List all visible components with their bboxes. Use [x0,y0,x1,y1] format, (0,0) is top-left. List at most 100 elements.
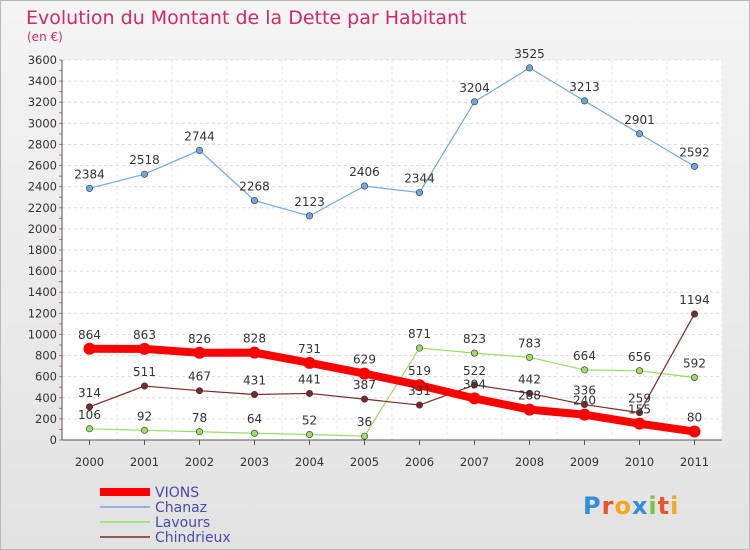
data-label-chindrieux: 259 [628,392,651,406]
data-point-chindrieux [580,401,588,409]
data-label-chindrieux: 314 [78,386,101,400]
data-label-vions: 394 [463,377,486,391]
x-tick-label: 2008 [515,455,544,469]
data-point-lavours [525,353,533,361]
data-point-chindrieux [141,382,149,390]
data-point-chindrieux [251,391,259,399]
data-point-lavours [415,344,423,352]
data-point-vions [303,356,316,369]
data-label-lavours: 664 [573,349,596,363]
data-label-chanaz: 2123 [294,195,325,209]
data-point-chindrieux [635,409,643,417]
data-label-lavours: 92 [137,409,152,423]
data-point-vions [83,342,96,355]
data-point-chanaz [305,212,313,220]
data-label-vions: 731 [298,342,321,356]
series-line-lavours [88,347,696,437]
proxiti-logo: Proxiti [583,492,678,520]
data-point-chindrieux [525,389,533,397]
y-tick-label: 2000 [28,222,57,236]
data-point-chanaz [690,162,698,170]
x-tick-label: 2003 [240,455,269,469]
data-label-chindrieux: 431 [243,374,266,388]
y-tick-label: 1800 [28,243,57,257]
x-tick-label: 2000 [75,455,104,469]
data-label-lavours: 64 [247,412,262,426]
data-point-lavours [470,349,478,357]
data-label-vions: 864 [78,328,101,342]
y-tick-label: 2800 [28,137,57,151]
data-label-chindrieux: 1194 [679,293,710,307]
data-label-vions: 863 [133,328,156,342]
data-point-vions [358,367,371,380]
data-point-chanaz [360,182,368,190]
y-tick-label: 3000 [28,116,57,130]
y-tick-label: 3400 [28,74,57,88]
data-label-chindrieux: 511 [133,365,156,379]
data-label-lavours: 823 [463,332,486,346]
data-point-lavours [86,425,94,433]
data-label-chanaz: 2384 [74,167,105,181]
data-label-chindrieux: 331 [408,384,431,398]
y-tick-label: 200 [35,412,57,426]
data-point-vions [578,408,591,421]
y-tick-label: 400 [35,391,57,405]
x-tick-label: 2002 [185,455,214,469]
data-label-chanaz: 2744 [184,129,215,143]
data-point-chanaz [635,130,643,138]
data-label-chanaz: 2518 [129,153,160,167]
x-tick-label: 2004 [295,455,324,469]
data-label-chanaz: 3525 [514,47,545,61]
data-point-vions [633,417,646,430]
data-label-chanaz: 2344 [404,172,435,186]
data-label-chanaz: 2406 [349,165,380,179]
data-point-lavours [360,432,368,440]
x-tick-label: 2007 [460,455,489,469]
data-label-lavours: 52 [302,414,317,428]
data-label-chindrieux: 441 [298,372,321,386]
data-point-vions [138,342,151,355]
y-tick-label: 1600 [28,264,57,278]
data-label-vions: 80 [687,411,702,425]
y-tick-label: 2200 [28,201,57,215]
data-label-vions: 155 [628,403,651,417]
x-tick-label: 2005 [350,455,379,469]
data-label-lavours: 783 [518,336,541,350]
x-tick-label: 2001 [130,455,159,469]
data-label-chindrieux: 387 [353,378,376,392]
data-label-vions: 240 [573,394,596,408]
y-tick-label: 2400 [28,180,57,194]
chart-title: Evolution du Montant de la Dette par Hab… [26,7,467,29]
data-label-vions: 288 [518,389,541,403]
legend-label-lavours: Lavours [155,515,210,531]
x-tick-label: 2011 [680,455,709,469]
data-point-chindrieux [305,389,313,397]
y-tick-label: 2600 [28,159,57,173]
data-point-chanaz [580,97,588,105]
data-point-vions [413,379,426,392]
legend-label-vions: VIONS [155,485,199,501]
data-point-chanaz [86,184,94,192]
data-point-vions [523,403,536,416]
legend-label-chindrieux: Chindrieux [155,530,231,546]
y-tick-label: 600 [35,370,57,384]
y-tick-label: 3600 [28,53,57,67]
y-tick-label: 800 [35,349,57,363]
chart-subtitle: (en €) [27,30,63,44]
data-label-chindrieux: 467 [188,370,211,384]
y-tick-label: 1200 [28,306,57,320]
data-label-lavours: 592 [683,357,706,371]
data-point-lavours [580,366,588,374]
data-point-lavours [305,431,313,439]
data-point-vions [248,346,261,359]
data-label-vions: 828 [243,332,266,346]
data-label-vions: 519 [408,364,431,378]
x-tick-label: 2006 [405,455,434,469]
data-point-lavours [196,428,204,436]
data-point-chanaz [141,170,149,178]
data-label-chindrieux: 336 [573,384,596,398]
data-point-chindrieux [360,395,368,403]
series-line-chindrieux [88,313,696,414]
data-label-chanaz: 3204 [459,81,490,95]
